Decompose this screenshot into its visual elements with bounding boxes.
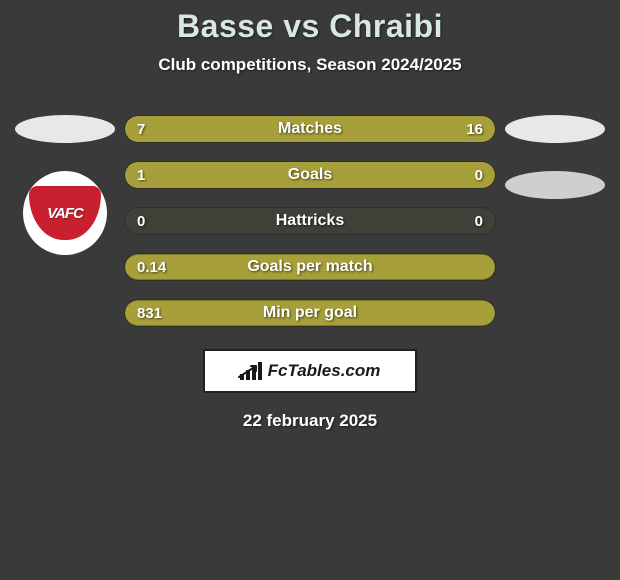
right-team-column [500, 115, 610, 227]
stat-label: Matches [125, 116, 495, 142]
stat-row: 0.14Goals per match [124, 253, 496, 281]
page-subtitle: Club competitions, Season 2024/2025 [0, 55, 620, 75]
stat-label: Min per goal [125, 300, 495, 326]
stat-row: 00Hattricks [124, 207, 496, 235]
left-team-column: VAFC [10, 115, 120, 255]
stat-label: Goals per match [125, 254, 495, 280]
stat-bars: 716Matches 10Goals 00Hattricks 0.14Goals pe… [120, 115, 500, 327]
date-text: 22 february 2025 [0, 411, 620, 431]
root: Basse vs Chraibi Club competitions, Seas… [0, 0, 620, 431]
club-badge-left: VAFC [23, 171, 107, 255]
stat-label: Goals [125, 162, 495, 188]
brand-footer: FcTables.com [203, 349, 417, 393]
stat-row: 10Goals [124, 161, 496, 189]
stat-label: Hattricks [125, 208, 495, 234]
comparison-layout: VAFC 716Matches 10Goals 00Hattricks 0.14Goa… [0, 115, 620, 327]
stat-row: 716Matches [124, 115, 496, 143]
chart-icon [240, 362, 262, 380]
player-photo-placeholder-left [15, 115, 115, 143]
player-photo-placeholder-right-1 [505, 115, 605, 143]
club-badge-left-text: VAFC [29, 186, 101, 240]
brand-text: FcTables.com [268, 361, 381, 381]
player-photo-placeholder-right-2 [505, 171, 605, 199]
stat-row: 831Min per goal [124, 299, 496, 327]
page-title: Basse vs Chraibi [0, 8, 620, 45]
